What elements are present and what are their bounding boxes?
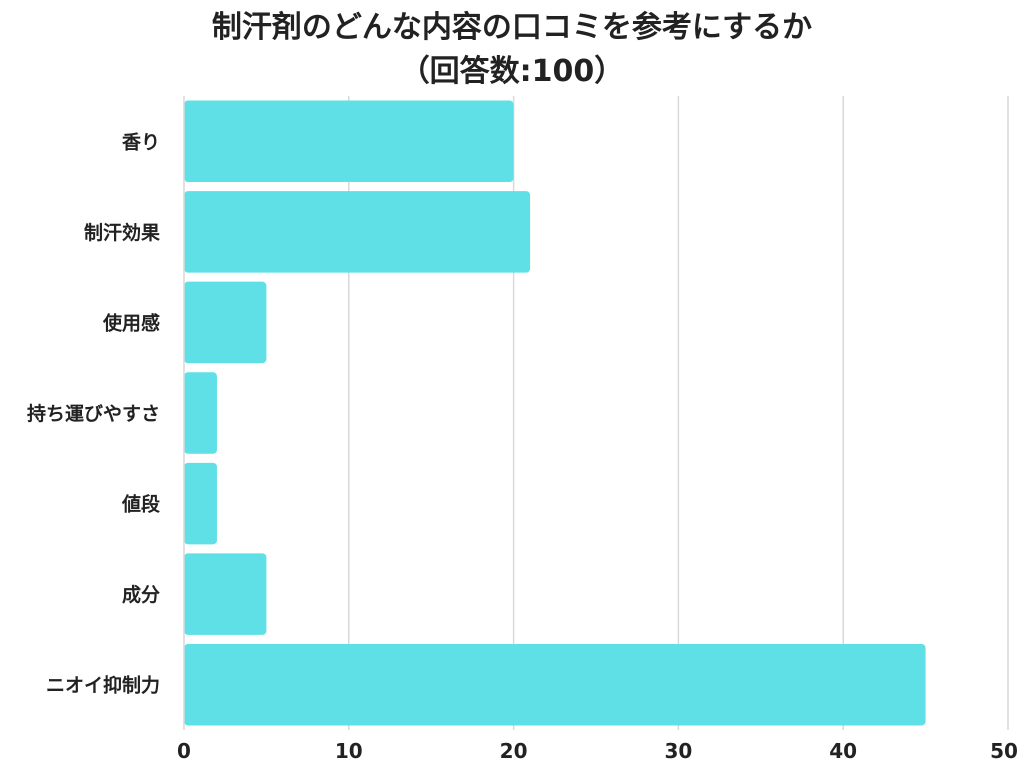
x-tick-label-0: 0 [177,739,191,763]
category-label-5: 値段 [121,493,161,516]
x-tick-label-40: 40 [829,739,857,763]
bar-1 [184,100,514,183]
x-tick-label-30: 30 [664,739,692,763]
bar-5 [184,462,217,545]
x-tick-labels: 0 10 20 30 40 50 [177,739,1018,763]
x-tick-label-20: 20 [500,739,528,763]
bar-6 [184,553,267,635]
category-label-3: 使用感 [102,311,160,334]
category-label-6: 成分 [122,583,160,606]
x-tick-label-50: 50 [990,739,1018,763]
chart-subtitle: （回答数:100） [399,54,625,89]
category-label-4: 持ち運びやすさ [27,402,160,425]
bar-7 [184,643,926,726]
bars [184,100,926,726]
category-label-2: 制汗効果 [84,221,160,244]
category-label-7: ニオイ抑制力 [46,674,160,697]
bar-4 [184,372,217,454]
category-label-1: 香り [121,131,160,153]
bar-3 [184,281,267,364]
bar-2 [184,191,531,273]
x-tick-label-10: 10 [335,739,363,763]
chart-title: 制汗剤のどんな内容の口コミを参考にするか [211,10,813,45]
